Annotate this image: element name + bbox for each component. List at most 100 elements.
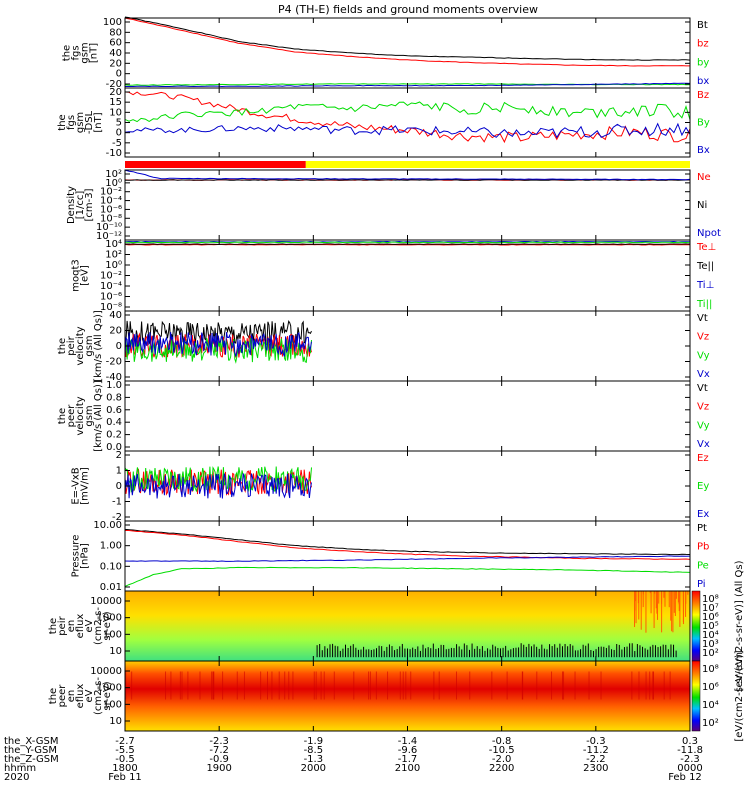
colorbar-tick-label: 10⁸: [702, 594, 719, 605]
y-axis-title-line: Density: [66, 186, 77, 224]
ephemeris-value: -2.0: [492, 754, 512, 765]
y-axis-title-line: velocity: [75, 326, 86, 365]
y-axis-title-line: the: [57, 338, 68, 354]
date-start: Feb 11: [108, 772, 142, 783]
colorbar-title-text: [eV/(cm2-s-sr-eV)] (All Qs): [734, 560, 745, 691]
y-tick-label: 20: [109, 326, 122, 337]
y-tick-label: 10⁰: [105, 260, 122, 271]
y-tick-label: 10: [109, 716, 122, 727]
colorbar-title: [eV/(cm2-s-sr-eV)]: [734, 650, 745, 741]
ephemeris-value: -1.9: [304, 736, 324, 747]
series-bz-line: [124, 17, 690, 67]
y-tick-label: 10⁻⁶: [100, 292, 122, 303]
panel-10: 10000 1000 100 10 10⁸ 10⁶ 10⁴ 10² thepeereneflux…: [48, 650, 745, 741]
ephemeris-value: -2.3: [680, 754, 700, 765]
series-pe-line: [124, 566, 691, 587]
y-tick-label: 0.8: [106, 392, 122, 403]
ephemeris-value: -11.8: [677, 745, 703, 756]
legend-label: Te⊥: [696, 242, 716, 253]
y-axis-title-line: [nT]: [93, 112, 104, 132]
spectrogram: [125, 661, 690, 731]
y-tick-label: -1: [112, 497, 122, 508]
y-tick-label: 10⁻¹²: [96, 231, 122, 242]
y-axis-title-line: Pressure: [71, 535, 82, 578]
y-tick-label: 10⁻⁶: [100, 204, 122, 215]
ephemeris-value: -0.5: [115, 754, 135, 765]
legend-label: Vt: [697, 313, 708, 324]
y-axis-title-line: the: [62, 45, 73, 61]
panel-5: 40 20 0 -20 -40 Vt Vz Vy Vx thepeirvelocitygsm[km…: [57, 310, 710, 383]
y-axis-title: moqt3[eV]: [71, 259, 91, 292]
y-tick-label: 10: [109, 107, 122, 118]
y-axis-title-line: en: [66, 690, 77, 703]
y-axis-title-line: [1/cc]: [75, 191, 86, 220]
colorbar-tick-label: 10⁵: [702, 621, 719, 632]
y-axis-title-line: [mV/m]: [80, 467, 91, 505]
y-axis-title-line: gsm: [84, 335, 95, 356]
y-tick-label: 40: [109, 310, 122, 321]
legend-label: Ni: [697, 200, 707, 211]
ephemeris-value: -0.9: [209, 754, 229, 765]
y-axis-title-line: sr-eV): [102, 611, 113, 640]
legend-label: Npot: [697, 228, 721, 239]
y-tick-label: 5: [116, 118, 122, 129]
y-tick-label: 1.00: [100, 541, 122, 552]
colorbar-tick-label: 10²: [702, 718, 719, 729]
y-tick-label: 0.0: [106, 442, 122, 453]
y-tick-label: 0: [116, 128, 122, 139]
y-axis-title: Pressure[nPa]: [71, 535, 91, 578]
panel-6: 1.00.8 0.60.4 0.20.0 Vt Vz Vy Vx thepeervelocit…: [57, 380, 710, 453]
legend-label: Pe: [697, 560, 709, 571]
ephemeris-value: 2300: [583, 763, 608, 774]
y-tick-label: 10⁻⁸: [100, 302, 122, 313]
y-tick-label: 100: [103, 17, 122, 28]
panel-frame: [124, 17, 691, 89]
y-axis-title-line: the: [57, 408, 68, 424]
colorbar: [691, 590, 701, 662]
legend-label: bx: [697, 76, 709, 87]
y-axis-title-line: [km/s (All Qs)]: [93, 380, 104, 452]
y-tick-label: 10⁻²: [100, 187, 122, 198]
y-tick-label: 10⁰: [105, 178, 122, 189]
ephemeris-value: -2.3: [209, 736, 229, 747]
y-tick-label: 0.10: [100, 561, 122, 572]
panel-frame: [124, 239, 691, 312]
y-tick-label: 10⁴: [105, 239, 122, 250]
y-tick-label: 10000: [90, 666, 122, 677]
colorbar-tick-label: 10⁶: [702, 682, 719, 693]
y-tick-label: 10⁻⁸: [100, 213, 122, 224]
y-tick-label: 10: [109, 646, 122, 657]
colorbar-tick-label: 10²: [702, 648, 719, 659]
series-vx-line: [124, 332, 312, 357]
y-tick-label: -20: [106, 357, 122, 368]
y-tick-label: 100: [103, 629, 122, 640]
colorbar-title: [eV/(cm2-s-sr-eV)] (All Qs): [734, 560, 745, 691]
y-tick-label: 10²: [105, 169, 122, 180]
legend-label: Bx: [697, 145, 710, 156]
y-tick-label: 20: [109, 87, 122, 98]
y-axis-title-line: the: [48, 618, 59, 634]
ephemeris-axis: the_X-GSMthe_Y-GSMthe_Z-GSMhhmm2020-2.7-…: [4, 736, 703, 783]
panel-frame: [124, 87, 691, 158]
y-axis-title-line: [km/s (All Qs)]: [93, 310, 104, 382]
colorbar-tick-label: 10⁸: [702, 664, 719, 675]
y-tick-label: -2: [112, 512, 122, 523]
y-axis-title-line: [cm-3]: [84, 188, 95, 221]
series-by-line: [124, 101, 691, 123]
y-tick-label: 10.00: [93, 520, 122, 531]
y-tick-label: 0: [116, 481, 122, 492]
legend-label: Vx: [697, 369, 710, 380]
y-axis-title-line: peer: [66, 404, 77, 428]
ephemeris-row-label: the_Y-GSM: [4, 745, 57, 756]
y-tick-label: -10: [106, 148, 122, 159]
legend-label: Pb: [697, 542, 709, 553]
y-axis-title-line: peir: [66, 335, 77, 355]
y-tick-label: 1000: [97, 683, 122, 694]
